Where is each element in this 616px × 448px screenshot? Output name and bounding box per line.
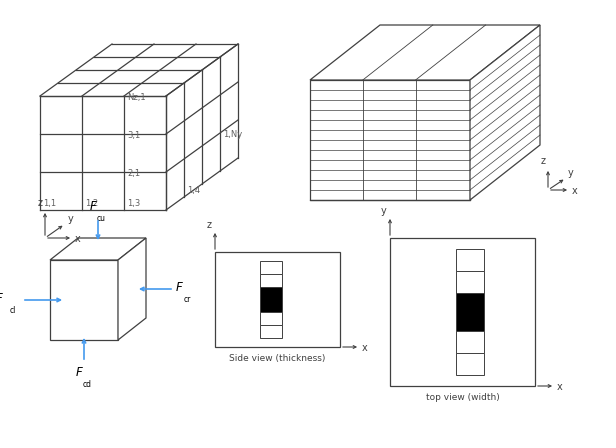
Text: 1,Ny: 1,Ny <box>223 130 242 139</box>
Text: z: z <box>38 198 43 208</box>
Bar <box>50 260 118 340</box>
Text: cr: cr <box>184 295 192 304</box>
Bar <box>456 249 484 271</box>
Text: x: x <box>75 234 81 244</box>
Text: F: F <box>176 281 183 294</box>
Bar <box>260 274 282 287</box>
Polygon shape <box>310 25 540 80</box>
Text: 2,1: 2,1 <box>127 169 140 178</box>
Text: cu: cu <box>97 214 106 223</box>
Text: 1,3: 1,3 <box>127 199 140 208</box>
Text: F: F <box>89 200 96 213</box>
Text: y: y <box>381 206 387 216</box>
Text: x: x <box>557 382 563 392</box>
Text: y: y <box>68 214 74 224</box>
Text: 1,1: 1,1 <box>43 199 56 208</box>
Text: cd: cd <box>83 380 92 389</box>
Text: 3,1: 3,1 <box>127 131 140 140</box>
Text: top view (width): top view (width) <box>426 393 500 402</box>
Text: cl: cl <box>10 306 17 315</box>
Text: Side view (thickness): Side view (thickness) <box>229 354 326 363</box>
Bar <box>215 252 340 347</box>
Bar <box>456 331 484 353</box>
Text: x: x <box>362 343 368 353</box>
Text: z: z <box>206 220 211 230</box>
Bar <box>260 261 282 274</box>
Polygon shape <box>118 238 146 340</box>
Bar <box>260 325 282 338</box>
Bar <box>456 353 484 375</box>
Polygon shape <box>50 238 146 260</box>
Bar <box>390 238 535 386</box>
Bar <box>456 271 484 293</box>
Text: x: x <box>572 186 578 196</box>
Text: F: F <box>75 366 82 379</box>
Text: Nz,1: Nz,1 <box>127 93 145 102</box>
Text: y: y <box>568 168 573 178</box>
Bar <box>310 80 470 200</box>
Bar <box>260 312 282 325</box>
Bar <box>456 293 484 331</box>
Text: z: z <box>540 156 546 166</box>
Bar <box>260 287 282 312</box>
Text: 1,4: 1,4 <box>187 186 200 195</box>
Text: 1,2: 1,2 <box>85 199 98 208</box>
Polygon shape <box>470 25 540 200</box>
Text: F: F <box>0 292 2 305</box>
